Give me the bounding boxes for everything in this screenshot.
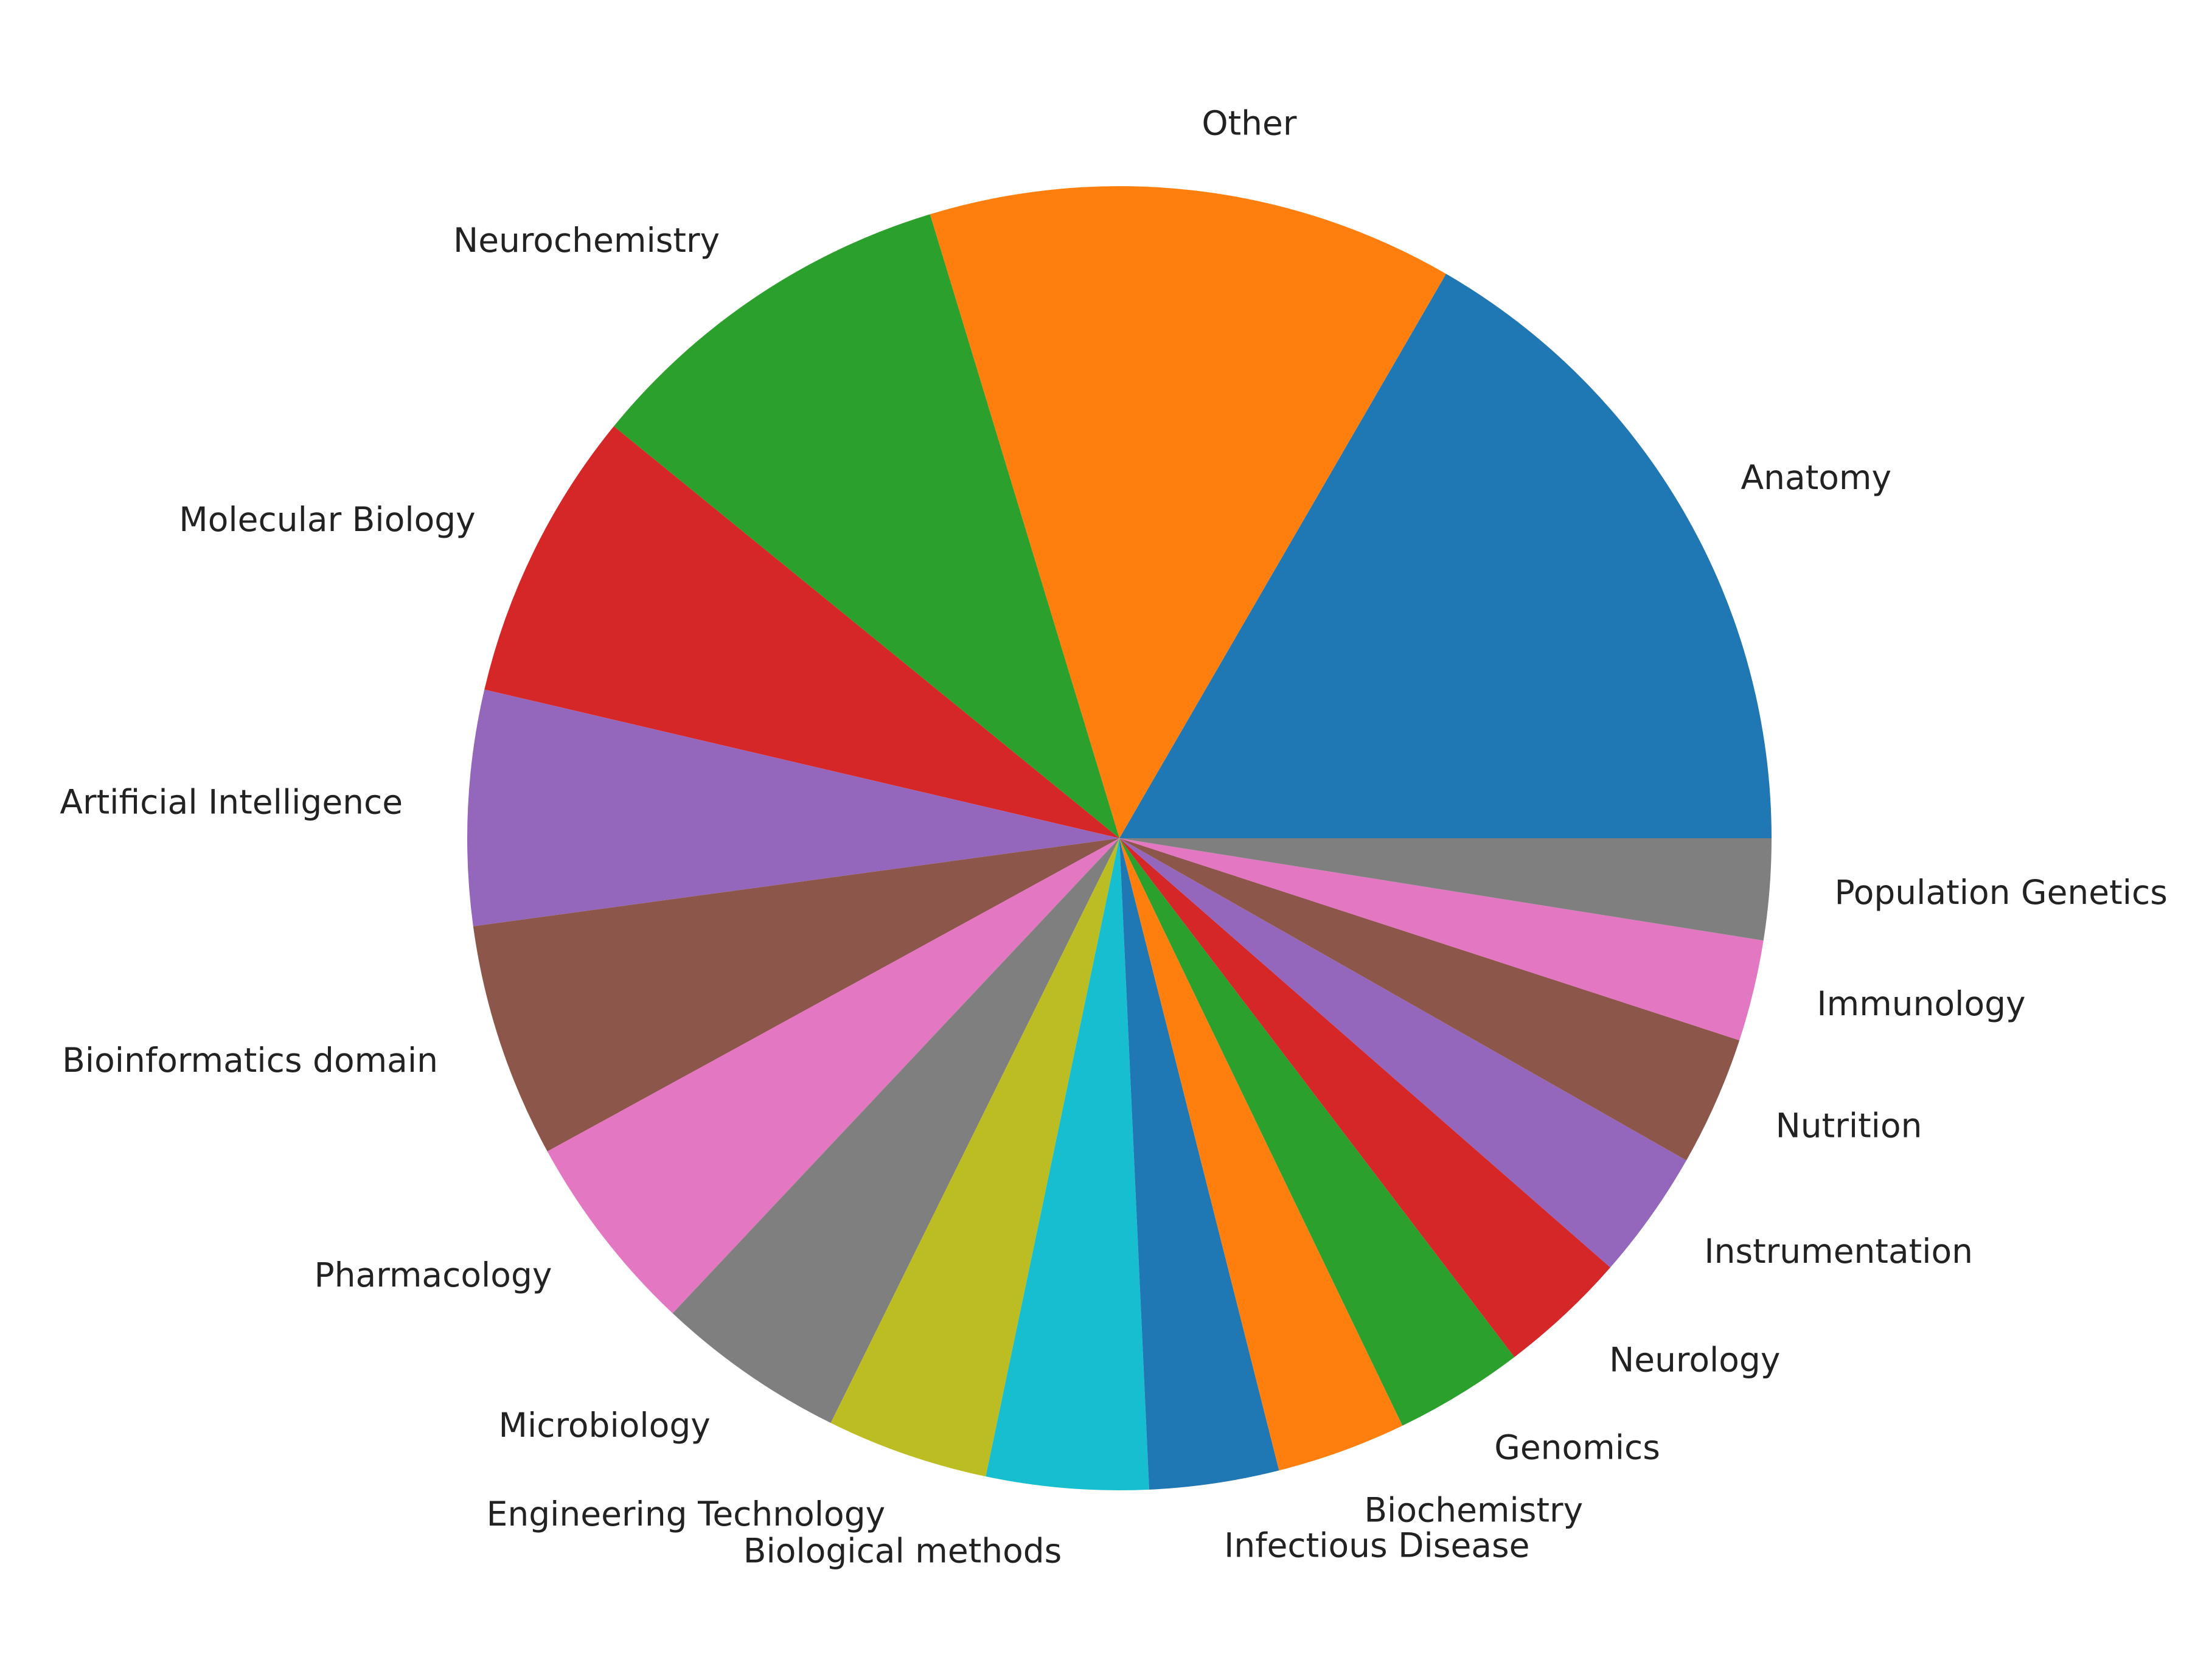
pie-label-microbiology: Microbiology [499,1406,711,1445]
pie-slice-nutrition [1119,838,1740,1161]
pie-label-anatomy: Anatomy [1741,458,1892,497]
pie-label-population-genetics: Population Genetics [1835,873,2168,912]
pie-label-nutrition: Nutrition [1776,1106,1922,1145]
pie-label-neurology: Neurology [1609,1341,1780,1380]
pie-label-infectious-disease: Infectious Disease [1224,1526,1529,1565]
pie-slice-genomics [1119,838,1515,1426]
pie-slice-infectious-disease [1119,838,1279,1490]
pie-label-bioinformatics-domain: Bioinformatics domain [62,1041,438,1080]
pie-label-engineering-technology: Engineering Technology [487,1495,886,1533]
pie-label-pharmacology: Pharmacology [314,1256,552,1294]
pie-label-neurochemistry: Neurochemistry [453,221,720,260]
pie-slice-engineering-technology [830,838,1119,1477]
pie-slice-neurochemistry [613,214,1119,838]
pie-slice-artificial-intelligence [467,689,1119,926]
pie-label-biological-methods: Biological methods [743,1532,1062,1571]
labels-layer: Anatomy Other Neurochemistry Molecular Biol… [60,104,2168,1571]
pie-slice-other [930,186,1446,839]
pie-label-instrumentation: Instrumentation [1704,1232,1973,1271]
pie-slice-molecular-biology [484,426,1119,838]
pie-label-molecular-biology: Molecular Biology [179,500,475,539]
pie-slice-neurology [1119,838,1611,1357]
pie-label-other: Other [1202,104,1297,143]
pie-slice-biological-methods [986,838,1149,1490]
pie-slice-microbiology [672,838,1119,1423]
pie-label-artificial-intelligence: Artificial Intelligence [60,782,403,821]
pie-slice-immunology [1119,838,1764,1041]
pie-slice-anatomy [1119,274,1772,838]
pie-slice-biochemistry [1119,838,1403,1471]
pie-label-biochemistry: Biochemistry [1364,1491,1583,1530]
pie-label-genomics: Genomics [1494,1428,1660,1467]
pie-slice-bioinformatics-domain [473,838,1119,1151]
slices-layer [467,186,1772,1490]
pie-slice-instrumentation [1119,838,1687,1268]
pie-label-immunology: Immunology [1817,984,2025,1023]
pie-slice-pharmacology [547,838,1119,1313]
pie-slice-population-genetics [1119,838,1772,941]
